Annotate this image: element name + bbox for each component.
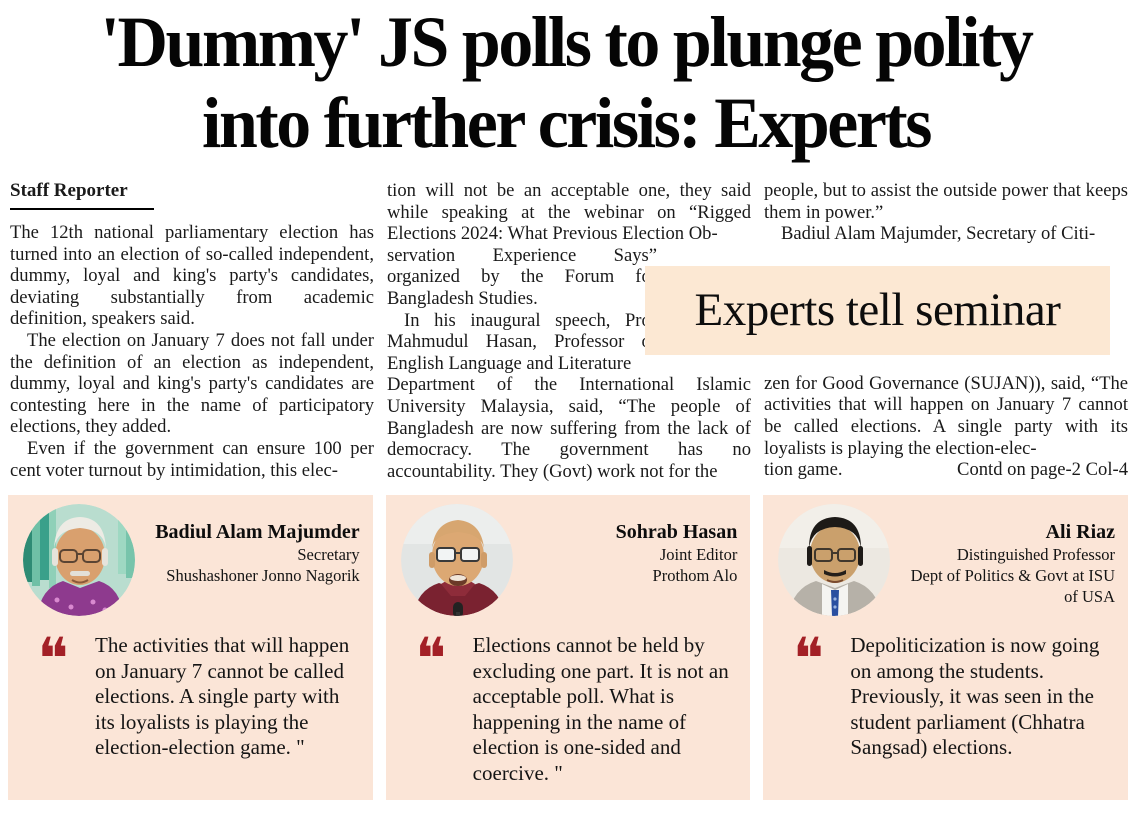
paragraph: Even if the government can ensure 100 pe… bbox=[10, 437, 374, 481]
wrapped-text-block: servation Experience Says” organized by … bbox=[387, 245, 657, 375]
portrait-illustration bbox=[778, 504, 891, 617]
experts-tell-seminar-banner: Experts tell seminar bbox=[645, 266, 1110, 355]
expert-title: Secretary bbox=[297, 545, 360, 565]
paragraph-end: tion game. bbox=[764, 459, 843, 481]
expert-organization: Prothom Alo bbox=[652, 566, 738, 586]
portrait-illustration bbox=[400, 504, 513, 617]
paragraph: tion will not be an acceptable one, they… bbox=[387, 180, 751, 245]
expert-cards: Badiul Alam Majumder Secretary Shushasho… bbox=[0, 495, 1132, 801]
expert-organization: Shushashoner Jonno Nagorik bbox=[166, 566, 360, 586]
article-column-3: people, but to assist the outside power … bbox=[764, 180, 1128, 482]
portrait-illustration bbox=[23, 504, 135, 617]
expert-extra-title: of USA bbox=[1064, 587, 1116, 607]
expert-quote: Depoliticization is now going on among t… bbox=[850, 633, 1100, 760]
expert-name: Ali Riaz bbox=[1045, 521, 1116, 544]
article-body: Staff Reporter The 12th national parliam… bbox=[0, 180, 1132, 482]
headline: 'Dummy' JS polls to plunge polity into f… bbox=[17, 0, 1115, 164]
paragraph: Badiul Alam Majumder, Secretary of Citi- bbox=[781, 223, 1096, 245]
article-column-1: Staff Reporter The 12th national parliam… bbox=[10, 180, 374, 482]
quote-icon: ❝ bbox=[37, 625, 69, 694]
headline-line-2: into further crisis: Experts bbox=[201, 83, 932, 163]
expert-photo-badiul bbox=[23, 504, 135, 617]
continued-note: Contd on page-2 Col-4 bbox=[957, 459, 1128, 481]
paragraph: The 12th national parliamentary election… bbox=[10, 222, 374, 330]
expert-card-ali-riaz: Ali Riaz Distinguished Professor Dept of… bbox=[763, 495, 1129, 801]
expert-title: Distinguished Professor bbox=[956, 545, 1116, 565]
paragraph: In his inaugural speech, Prof Mahmudul H… bbox=[387, 309, 657, 374]
paragraph: zen for Good Governance (SUJAN)), said, … bbox=[764, 372, 1128, 459]
expert-quote: The activities that will happen on Janua… bbox=[95, 633, 350, 760]
expert-name: Badiul Alam Majumder bbox=[155, 521, 360, 544]
banner-text: Experts tell seminar bbox=[694, 283, 1061, 336]
expert-name: Sohrab Hasan bbox=[615, 521, 738, 544]
quote-icon: ❝ bbox=[415, 625, 447, 694]
paragraph: Department of the International Islamic … bbox=[387, 374, 751, 482]
expert-title: Joint Editor bbox=[659, 545, 738, 565]
paragraph: people, but to assist the outside power … bbox=[764, 180, 1128, 223]
expert-quote: Elections cannot be held by excluding on… bbox=[472, 633, 729, 785]
article-column-2: tion will not be an acceptable one, they… bbox=[387, 180, 751, 482]
expert-organization: Dept of Politics & Govt at ISU bbox=[910, 566, 1116, 586]
quote-icon: ❝ bbox=[792, 625, 824, 694]
byline: Staff Reporter bbox=[10, 181, 154, 210]
expert-card-sohrab: Sohrab Hasan Joint Editor Prothom Alo ❝ … bbox=[385, 495, 751, 801]
expert-photo-sohrab bbox=[400, 504, 513, 617]
paragraph: The election on January 7 does not fall … bbox=[10, 329, 374, 438]
paragraph-last-line: tion game. Contd on page-2 Col-4 bbox=[764, 459, 1128, 481]
expert-photo-ali-riaz bbox=[778, 504, 891, 617]
expert-card-badiul: Badiul Alam Majumder Secretary Shushasho… bbox=[8, 495, 373, 801]
headline-line-1: 'Dummy' JS polls to plunge polity bbox=[100, 2, 1034, 82]
paragraph: servation Experience Says” organized by … bbox=[387, 244, 657, 309]
